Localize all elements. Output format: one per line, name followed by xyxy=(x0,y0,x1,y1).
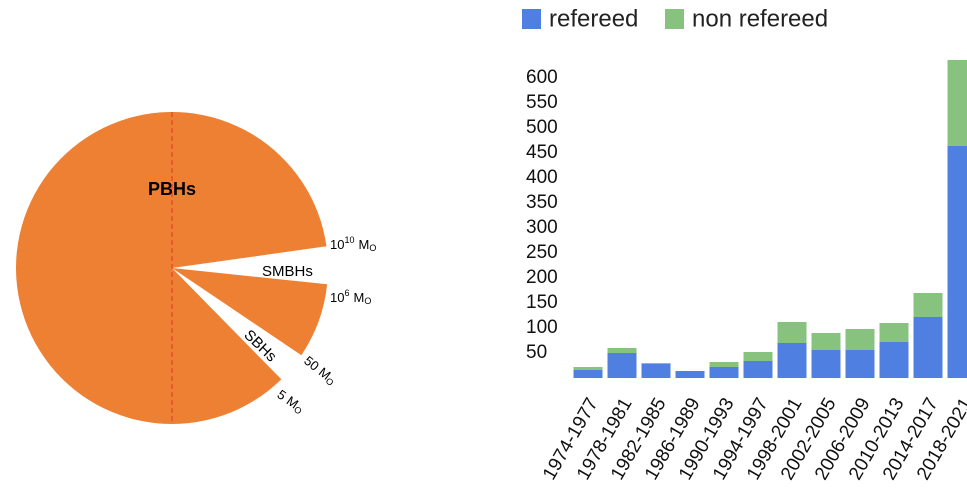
bar xyxy=(709,362,739,367)
mass-sub: O xyxy=(364,296,371,306)
region-label: SMBHs xyxy=(262,263,313,280)
mass-base: 10 xyxy=(330,237,344,252)
bar xyxy=(777,322,807,343)
y-tick-label: 450 xyxy=(526,142,558,163)
mass-label: 1010 MO xyxy=(330,235,376,253)
y-tick-label: 100 xyxy=(526,317,558,338)
bar xyxy=(573,367,603,370)
bar xyxy=(607,348,637,353)
mass-sub: O xyxy=(324,376,336,388)
mass-unit: M xyxy=(358,237,369,252)
y-tick-label: 50 xyxy=(526,342,547,363)
bar xyxy=(879,342,909,378)
y-tick-label: 600 xyxy=(526,67,558,88)
bar xyxy=(675,371,705,378)
y-tick-label: 200 xyxy=(526,267,558,288)
mass-sub: O xyxy=(369,243,376,253)
bh-region xyxy=(172,268,328,356)
region-label: PBHs xyxy=(148,179,196,199)
bar xyxy=(811,350,841,378)
mass-base: 10 xyxy=(330,290,344,305)
pbh-region xyxy=(15,112,327,425)
bar xyxy=(743,361,773,378)
legend-swatch xyxy=(522,9,541,29)
bar xyxy=(811,333,841,350)
bar xyxy=(845,350,875,378)
bar xyxy=(641,364,671,378)
bar xyxy=(947,146,967,378)
legend-label: refereed xyxy=(549,5,638,32)
mass-label: 106 MO xyxy=(330,288,371,306)
y-tick-label: 350 xyxy=(526,192,558,213)
bar xyxy=(913,317,943,378)
mass-exp: 10 xyxy=(344,235,354,245)
bar xyxy=(879,323,909,342)
y-tick-label: 400 xyxy=(526,167,558,188)
mass-unit: M xyxy=(353,290,364,305)
mass-label: 5MO xyxy=(274,387,307,417)
bar xyxy=(845,329,875,350)
legend-swatch xyxy=(665,9,684,29)
y-tick-label: 300 xyxy=(526,217,558,238)
mass-exp: 6 xyxy=(344,288,349,298)
bar xyxy=(607,353,637,378)
bar xyxy=(947,60,967,146)
legend-label: non refereed xyxy=(692,5,828,32)
bar xyxy=(709,367,739,378)
y-tick-label: 150 xyxy=(526,292,558,313)
mass-sub: O xyxy=(292,405,303,417)
bar-chart: 50 100 150 200 250 300 350 400 450 500 550 600 refer… xyxy=(522,5,967,484)
y-tick-label: 500 xyxy=(526,117,558,138)
mass-label: 50MO xyxy=(300,353,338,388)
bar xyxy=(641,363,671,364)
mass-base: 50 xyxy=(301,353,322,374)
y-tick-label: 550 xyxy=(526,92,558,113)
y-tick-label: 250 xyxy=(526,242,558,263)
bar xyxy=(777,343,807,378)
bar xyxy=(573,370,603,378)
bar xyxy=(913,293,943,317)
bar xyxy=(743,352,773,361)
